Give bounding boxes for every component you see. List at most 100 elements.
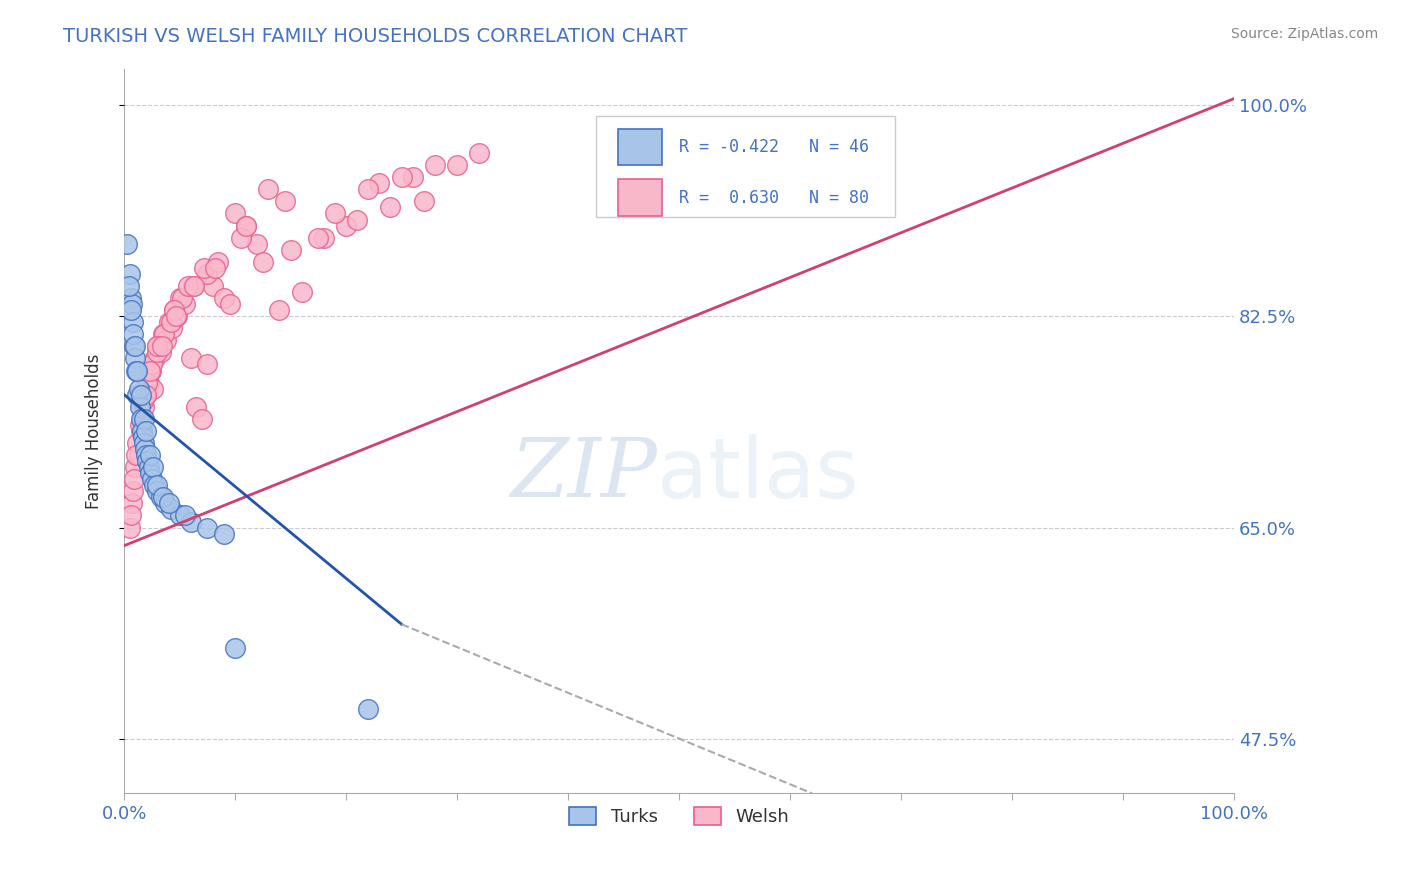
- Y-axis label: Family Households: Family Households: [86, 353, 103, 508]
- Point: [191, 412, 214, 426]
- Point: [412, 194, 434, 209]
- Point: [212, 291, 235, 305]
- Point: [118, 267, 141, 281]
- Point: [153, 496, 176, 510]
- Point: [177, 279, 200, 293]
- FancyBboxPatch shape: [596, 116, 896, 217]
- Point: [117, 279, 139, 293]
- Point: [391, 170, 413, 185]
- Point: [143, 478, 166, 492]
- Point: [169, 291, 191, 305]
- Point: [120, 508, 142, 523]
- Point: [235, 219, 257, 233]
- Point: [323, 206, 346, 220]
- Point: [129, 387, 152, 401]
- Text: Source: ZipAtlas.com: Source: ZipAtlas.com: [1230, 27, 1378, 41]
- Point: [135, 424, 157, 438]
- Point: [152, 327, 174, 342]
- Point: [143, 351, 166, 366]
- Point: [127, 436, 149, 450]
- Point: [269, 303, 291, 318]
- Legend: Turks, Welsh: Turks, Welsh: [560, 797, 799, 835]
- Point: [146, 484, 169, 499]
- Text: R =  0.630   N = 80: R = 0.630 N = 80: [679, 188, 869, 207]
- Point: [170, 291, 193, 305]
- Point: [157, 496, 180, 510]
- Point: [346, 212, 368, 227]
- Point: [132, 400, 155, 414]
- Point: [138, 467, 160, 481]
- Point: [166, 309, 188, 323]
- Point: [218, 297, 240, 311]
- Point: [124, 351, 146, 366]
- FancyBboxPatch shape: [617, 128, 662, 165]
- Point: [124, 339, 146, 353]
- Point: [291, 285, 314, 299]
- Point: [153, 327, 176, 342]
- Point: [335, 219, 357, 233]
- Point: [149, 345, 172, 359]
- Point: [160, 321, 183, 335]
- Point: [169, 508, 191, 523]
- Point: [138, 448, 160, 462]
- Point: [174, 508, 197, 523]
- Point: [132, 393, 155, 408]
- Point: [274, 194, 297, 209]
- Point: [146, 339, 169, 353]
- Point: [163, 303, 186, 318]
- Point: [122, 484, 145, 499]
- Point: [146, 478, 169, 492]
- Point: [195, 358, 218, 372]
- Point: [132, 430, 155, 444]
- Point: [131, 412, 153, 426]
- Point: [127, 387, 149, 401]
- Text: TURKISH VS WELSH FAMILY HOUSEHOLDS CORRELATION CHART: TURKISH VS WELSH FAMILY HOUSEHOLDS CORRE…: [63, 27, 688, 45]
- Point: [141, 472, 163, 486]
- Point: [380, 201, 402, 215]
- Point: [224, 206, 246, 220]
- Point: [121, 496, 143, 510]
- Point: [135, 387, 157, 401]
- Point: [229, 230, 252, 244]
- Point: [142, 460, 165, 475]
- Point: [146, 339, 169, 353]
- Point: [195, 267, 218, 281]
- Point: [446, 158, 468, 172]
- Point: [149, 491, 172, 505]
- Point: [146, 345, 169, 359]
- Point: [139, 363, 162, 377]
- Point: [180, 351, 202, 366]
- Point: [117, 236, 139, 251]
- Point: [129, 424, 152, 438]
- Point: [165, 309, 187, 323]
- Point: [122, 315, 145, 329]
- Point: [307, 230, 329, 244]
- Point: [423, 158, 446, 172]
- Point: [163, 303, 186, 318]
- Point: [138, 376, 160, 390]
- Point: [142, 382, 165, 396]
- Point: [195, 520, 218, 534]
- FancyBboxPatch shape: [617, 179, 662, 216]
- Point: [135, 448, 157, 462]
- Point: [118, 520, 141, 534]
- Point: [122, 472, 145, 486]
- Point: [235, 219, 257, 233]
- Point: [132, 436, 155, 450]
- Point: [138, 460, 160, 475]
- Point: [136, 376, 159, 390]
- Point: [257, 182, 280, 196]
- Point: [159, 315, 181, 329]
- Point: [150, 339, 173, 353]
- Point: [201, 279, 224, 293]
- Point: [357, 702, 380, 716]
- Point: [122, 327, 145, 342]
- Point: [124, 460, 146, 475]
- Point: [180, 515, 202, 529]
- Point: [468, 146, 491, 161]
- Point: [159, 502, 181, 516]
- Point: [120, 291, 142, 305]
- Point: [155, 334, 177, 348]
- Point: [131, 424, 153, 438]
- Point: [127, 363, 149, 377]
